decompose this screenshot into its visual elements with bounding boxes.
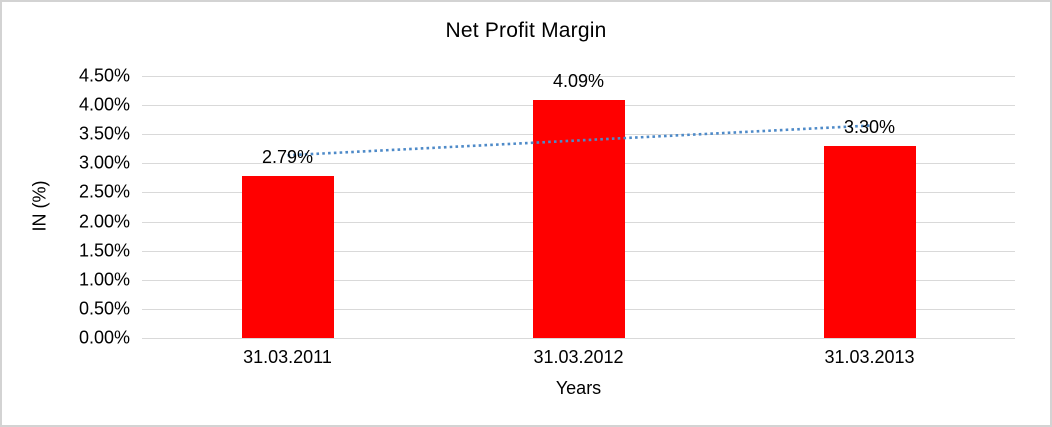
y-tick-label: 3.00%: [78, 152, 130, 173]
y-tick-label: 1.00%: [78, 269, 130, 290]
y-tick-label: 1.50%: [78, 240, 130, 261]
y-tick-label: 2.50%: [78, 181, 130, 202]
bar-31.03.2012[interactable]: [532, 99, 625, 338]
x-tick-label: 31.03.2013: [824, 347, 915, 367]
chart-title: Net Profit Margin: [445, 19, 607, 42]
y-tick-label: 0.50%: [78, 298, 130, 319]
y-tick-label: 3.50%: [78, 123, 130, 144]
bar-31.03.2013[interactable]: [823, 145, 916, 338]
y-tick-label: 4.00%: [78, 94, 130, 115]
data-label: 2.79%: [261, 146, 314, 167]
y-tick-label: 2.00%: [78, 211, 130, 232]
x-axis-title: Years: [555, 378, 602, 398]
y-tick-label: 4.50%: [78, 65, 130, 86]
x-tick-label: 31.03.2012: [533, 347, 624, 367]
y-tick-label: 0.00%: [78, 327, 130, 348]
data-label: 4.09%: [552, 70, 605, 91]
bar-31.03.2011[interactable]: [241, 175, 334, 338]
x-tick-label: 31.03.2011: [243, 347, 332, 367]
data-label: 3.30%: [843, 116, 896, 137]
gridline: [142, 338, 1015, 339]
